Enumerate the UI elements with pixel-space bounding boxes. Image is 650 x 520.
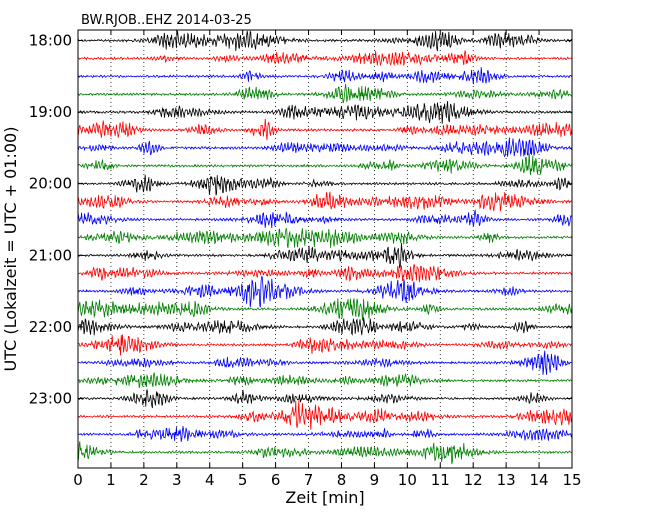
x-tick-label: 12 <box>464 471 483 489</box>
x-tick-label: 4 <box>205 471 215 489</box>
seismic-traces <box>77 30 573 465</box>
x-tick-label: 9 <box>370 471 380 489</box>
trace-line <box>77 389 573 409</box>
trace-line <box>77 372 572 389</box>
x-tick-label: 7 <box>304 471 314 489</box>
x-tick-label: 8 <box>337 471 347 489</box>
x-tick-label: 0 <box>73 471 83 489</box>
x-tick-label: 1 <box>106 471 116 489</box>
trace-line <box>77 208 573 229</box>
x-axis: 0 1 2 3 4 5 6 7 8 9 10 11 12 13 14 15 <box>73 30 582 489</box>
y-tick-label: 19:00 <box>29 103 72 121</box>
x-tick-label: 10 <box>398 471 417 489</box>
trace-line <box>77 84 573 104</box>
trace-line <box>77 49 572 67</box>
x-tick-label: 11 <box>431 471 450 489</box>
trace-line <box>77 263 573 283</box>
y-tick-label: 18:00 <box>29 32 72 50</box>
plot-frame <box>77 29 573 469</box>
trace-line <box>77 30 573 52</box>
trace-line <box>77 153 573 176</box>
y-axis: 18:00 19:00 20:00 21:00 22:00 23:00 <box>29 32 572 408</box>
trace-line <box>77 137 573 158</box>
y-tick-label: 20:00 <box>29 175 72 193</box>
trace-line <box>77 101 573 124</box>
trace-line <box>77 191 572 212</box>
trace-line <box>77 400 573 430</box>
trace-line <box>77 67 573 85</box>
x-tick-label: 14 <box>530 471 549 489</box>
trace-line <box>77 317 572 337</box>
trace-line <box>77 228 573 248</box>
x-tick-label: 15 <box>562 471 581 489</box>
trace-line <box>77 334 572 356</box>
trace-line <box>77 118 573 141</box>
trace-line <box>77 276 572 308</box>
trace-line <box>77 174 573 196</box>
x-tick-label: 3 <box>172 471 182 489</box>
y-tick-label: 22:00 <box>29 318 72 336</box>
y-axis-label: UTC (Lokalzeit = UTC + 01:00) <box>1 127 20 372</box>
chart-title: BW.RJOB..EHZ 2014-03-25 <box>81 13 252 28</box>
trace-line <box>77 426 573 442</box>
x-axis-label: Zeit [min] <box>285 488 364 507</box>
x-tick-label: 2 <box>139 471 149 489</box>
trace-line <box>77 298 573 321</box>
y-tick-label: 23:00 <box>29 390 72 408</box>
trace-line <box>77 441 573 465</box>
x-tick-label: 13 <box>497 471 516 489</box>
x-tick-label: 6 <box>271 471 281 489</box>
y-tick-label: 21:00 <box>29 246 72 264</box>
trace-line <box>77 350 572 375</box>
x-tick-label: 5 <box>238 471 248 489</box>
trace-line <box>77 243 573 269</box>
